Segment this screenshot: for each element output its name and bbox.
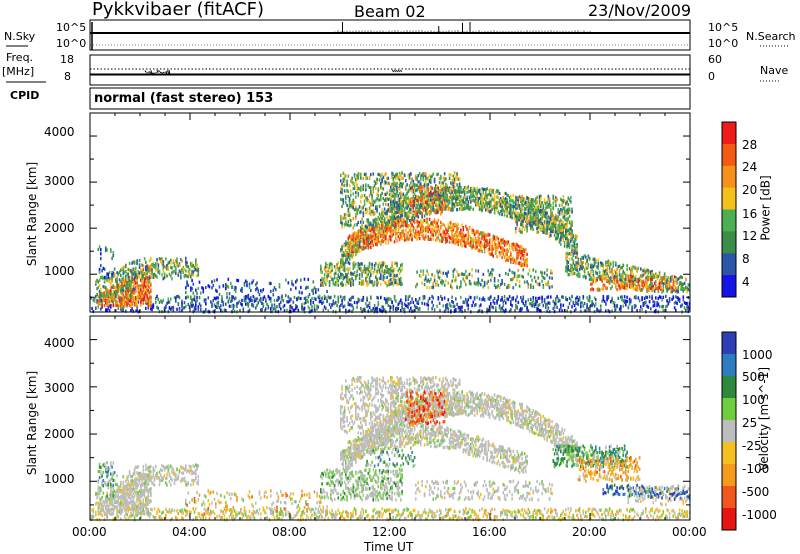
power-colorbar-segment [722,275,736,298]
vel-cbar-tick-minus100: -100 [742,462,770,476]
radar-title: Pykkvibaer (fitACF) [92,0,265,20]
power-colorbar-frame [721,121,737,298]
freq-jitter [156,69,159,73]
xtick-1200: 12:00 [372,525,407,539]
power-colorbar [721,121,737,298]
beam-title: Beam 02 [354,2,426,21]
xtick-2400: 00:00 [672,525,707,539]
cpid-label: CPID [10,89,40,102]
power-ytick-4000: 4000 [44,125,75,139]
freq-jitter [149,71,151,74]
freq-jitter [392,69,394,73]
velocity-colorbar-frame [721,331,737,531]
freq-jitter [398,69,400,73]
power-cbar-tick-12: 12 [742,229,758,243]
power-heatmap [90,171,691,314]
velocity-colorbar-segment [722,376,736,399]
freq-jitter [162,71,165,74]
freq-jitter [155,71,157,74]
vel-cbar-tick-minus1000: -1000 [742,508,777,522]
freq-jitter [147,71,150,73]
power-colorbar-segment [722,122,736,145]
power-colorbar-segment [722,165,736,189]
xaxis-label: Time UT [364,540,414,554]
vel-cbar-tick-25: 25 [742,416,758,430]
power-colorbar-segment [722,143,736,167]
velocity-colorbar-segment [722,420,736,443]
cpid-panel [89,87,691,110]
xtick-0000: 00:00 [72,525,107,539]
date-title: 23/Nov/2009 [588,1,692,20]
vel-cbar-tick-minus500: -500 [742,485,770,499]
power-cbar-tick-8: 8 [742,252,750,266]
nsky-panel [89,19,691,51]
freq-jitter [158,69,160,73]
power-cbar-tick-24: 24 [742,160,758,174]
power-ytick-1000: 1000 [44,264,75,278]
freq-panel [89,54,691,86]
xtick-0400: 04:00 [172,525,207,539]
nsearch-tick-bottom: 10^0 [708,37,739,50]
freq-jitter [167,70,169,74]
velocity-colorbar-segment [722,442,736,465]
velocity-ytick-4000: 4000 [44,336,75,350]
power-cbar-tick-20: 20 [742,183,758,197]
freq-jitter [150,70,153,75]
power-cbar-tick-4: 4 [742,275,750,289]
freq-jitter [144,70,147,73]
top-panels [6,19,788,110]
vel-cbar-tick-500: 500 [742,370,765,384]
power-colorbar-segment [722,253,736,276]
nave-label: Nave [760,64,789,77]
velocity-colorbar-segment [722,464,736,487]
power-panel-axes [89,112,691,313]
velocity-colorbar-segment [722,398,736,421]
freq-jitter [396,69,398,73]
xtick-2000: 20:00 [572,525,607,539]
power-colorbar-segment [722,209,736,232]
freq-jitter [400,69,402,73]
vel-cbar-tick-100: 100 [742,393,765,407]
nsearch-tick-top: 10^5 [708,21,739,34]
velocity-colorbar-segment [722,508,736,531]
freq-label: Freq. [6,51,34,64]
power-cbar-tick-28: 28 [742,138,758,152]
freq-jitter [152,72,154,75]
freq-jitter [159,71,162,74]
freq-jitter [161,71,163,74]
velocity-colorbar [721,331,737,531]
velocity-colorbar-segment [722,332,736,355]
power-colorbar-segment [722,187,736,210]
xtick-1600: 16:00 [472,525,507,539]
velocity-heatmap [90,375,691,522]
velocity-ytick-1000: 1000 [44,472,75,486]
nave-tick-bottom: 0 [708,70,715,83]
vel-cbar-tick-1000: 1000 [742,348,773,362]
freq-jitter [153,72,156,75]
freq-tick-bottom: 8 [64,70,71,83]
velocity-colorbar-segment [722,486,736,509]
freq-tick-top: 18 [60,53,74,66]
freq-unit: [MHz] [2,65,35,78]
power-cbar-tick-16: 16 [742,207,758,221]
vel-cbar-tick-minus25: -25 [742,439,762,453]
cpid-text: normal (fast stereo) 153 [94,91,274,106]
power-colorbar-segment [722,231,736,254]
nsky-tick-bottom: 10^0 [56,37,87,50]
power-ytick-3000: 3000 [44,174,75,188]
velocity-ytick-2000: 2000 [44,427,75,441]
nsky-label: N.Sky [4,30,36,43]
nsearch-label: N.Search [746,30,796,43]
velocity-ytick-3000: 3000 [44,381,75,395]
nsky-tick-top: 10^5 [56,21,87,34]
freq-jitter [394,69,396,73]
velocity-panel-axes [89,315,691,521]
xtick-0800: 08:00 [272,525,307,539]
freq-jitter [168,69,171,75]
velocity-colorbar-segment [722,354,736,377]
nave-tick-top: 60 [708,53,722,66]
power-ytick-2000: 2000 [44,221,75,235]
freq-jitter [165,70,168,75]
